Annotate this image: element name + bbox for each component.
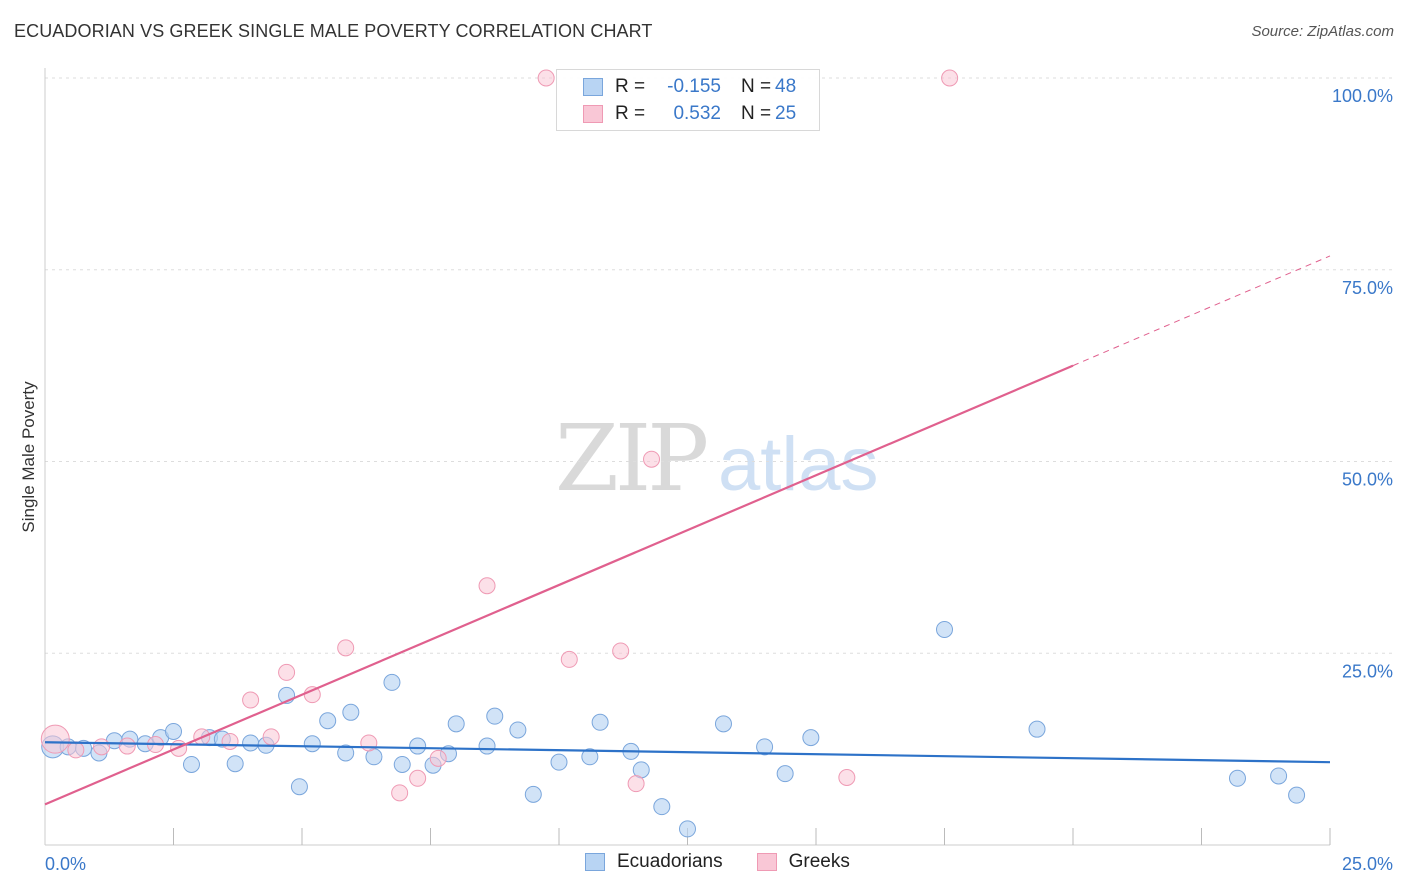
series-legend-greeks: Greeks [756, 851, 850, 873]
greek-point [118, 737, 136, 755]
series-swatch-blue [585, 853, 605, 871]
chart-source: Source: ZipAtlas.com [1251, 23, 1394, 40]
correlation-legend: R = -0.155 N = 48 R = 0.532 N = 25 [556, 69, 820, 131]
legend-n-value: 25 [775, 103, 797, 124]
greek-point [337, 639, 355, 657]
ecuadorian-point [524, 785, 542, 803]
ecuadorian-point [936, 620, 953, 638]
ecuadorian-point [714, 715, 732, 733]
series-label-greeks: Greeks [788, 851, 850, 872]
ecuadorian-point [393, 755, 411, 773]
legend-n-value: 48 [775, 76, 797, 97]
ecuadorian-point [550, 753, 568, 771]
greek-point [360, 734, 378, 752]
ecuadorian-point [679, 820, 696, 838]
greek-point [941, 69, 959, 87]
greek-point [537, 69, 555, 87]
ecuadorian-trendline [44, 741, 1331, 764]
greek-point [391, 784, 409, 802]
ecuadorian-point [165, 722, 182, 740]
legend-n-label: N = [741, 76, 772, 97]
series-legend: Ecuadorians Greeks [585, 851, 884, 873]
legend-r-value: -0.155 [667, 76, 721, 97]
ecuadorian-point [337, 744, 355, 762]
ecuadorian-point [581, 748, 599, 766]
ecuadorian-point [182, 755, 200, 773]
legend-swatch-pink [583, 105, 603, 123]
chart-title: ECUADORIAN VS GREEK SINGLE MALE POVERTY … [14, 21, 653, 41]
ecuadorian-point [509, 721, 527, 739]
ecuadorian-point [342, 703, 360, 721]
greek-point [409, 769, 427, 787]
ecuadorian-point [290, 778, 308, 796]
ecuadorian-point [1270, 767, 1288, 785]
greek-point [429, 749, 447, 767]
greek-point [67, 741, 85, 759]
ecuadorian-point [776, 765, 794, 783]
legend-swatch-blue [583, 78, 603, 96]
greek-point [221, 732, 239, 750]
ecuadorian-point [383, 673, 401, 691]
series-swatch-pink [756, 853, 777, 871]
greek-point [627, 775, 645, 793]
ecuadorian-point [802, 729, 820, 747]
y-tick-label: 75.0% [1342, 278, 1393, 298]
ecuadorian-point [447, 715, 465, 733]
ecuadorian-point [409, 737, 427, 755]
ecuadorian-point [1028, 720, 1046, 738]
watermark-atlas: atlas [718, 422, 879, 507]
legend-r-value: 0.532 [673, 103, 721, 124]
ecuadorian-point [303, 735, 321, 753]
series-legend-ecuadorians: Ecuadorians [585, 851, 723, 873]
ecuadorian-point [478, 737, 496, 755]
x-tick-label-max: 25.0% [1342, 854, 1393, 874]
greek-point [612, 642, 630, 660]
ecuadorian-point [486, 707, 504, 725]
greek-point [643, 450, 661, 468]
ecuadorian-point [653, 798, 671, 816]
ecuadorian-point [319, 712, 337, 730]
legend-r-label: R = [615, 76, 646, 97]
greek-point [560, 650, 578, 668]
ecuadorian-point [242, 734, 260, 752]
ecuadorian-point [226, 755, 244, 773]
legend-r-label: R = [615, 103, 646, 124]
y-tick-label: 100.0% [1332, 86, 1393, 106]
greek-point [838, 769, 856, 787]
ecuadorian-point [1228, 769, 1246, 787]
x-tick-label-min: 0.0% [45, 854, 86, 874]
legend-n-label: N = [741, 103, 772, 124]
greek-trendline [44, 364, 1074, 806]
greek-point [278, 663, 296, 681]
ecuadorian-point [1288, 786, 1306, 804]
watermark-zip: ZIP [555, 405, 706, 512]
greek-trendline-extension [1072, 255, 1331, 367]
ecuadorian-point [756, 738, 774, 756]
ecuadorian-point [591, 713, 609, 731]
y-tick-label: 25.0% [1342, 661, 1393, 681]
greek-point [478, 577, 496, 595]
series-label-ecuadorians: Ecuadorians [617, 851, 723, 872]
greek-point [262, 728, 280, 746]
y-tick-label: 50.0% [1342, 470, 1393, 490]
y-axis-label: Single Male Poverty [19, 381, 38, 533]
greek-point [242, 691, 260, 709]
greek-point [93, 738, 111, 756]
greek-point [40, 724, 70, 754]
legend-row-ecuadorians: R = -0.155 N = 48 [583, 74, 796, 100]
legend-row-greeks: R = 0.532 N = 25 [583, 101, 796, 127]
